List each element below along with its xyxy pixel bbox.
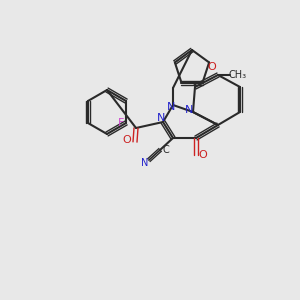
Text: N: N (167, 102, 175, 112)
Text: O: O (199, 150, 207, 160)
Text: N: N (185, 105, 193, 115)
Text: C: C (163, 145, 170, 155)
Text: N: N (157, 113, 165, 123)
Text: F: F (118, 118, 124, 128)
Text: O: O (123, 135, 131, 145)
Text: O: O (208, 62, 217, 72)
Text: CH₃: CH₃ (229, 70, 247, 80)
Text: N: N (141, 158, 149, 168)
